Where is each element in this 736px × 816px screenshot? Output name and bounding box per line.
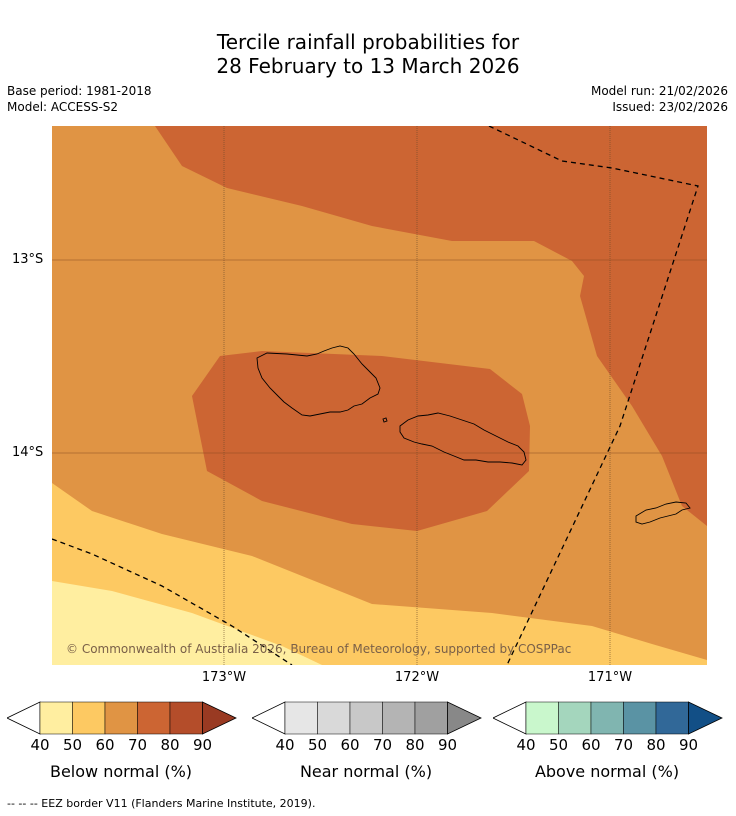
colorbar-tick: 70 — [127, 736, 148, 754]
colorbar-tick: 40 — [516, 736, 536, 754]
colorbar-tick: 90 — [192, 736, 213, 754]
colorbar-segment — [525, 701, 559, 735]
probability-map: © Commonwealth of Australia 2026, Bureau… — [52, 126, 707, 665]
lat-label-13s: 13°S — [12, 252, 44, 267]
title-line-2: 28 February to 13 March 2026 — [216, 53, 520, 78]
colorbar-segment — [558, 701, 592, 735]
title-line-1: Tercile rainfall probabilities for — [216, 30, 520, 54]
colorbar-tick: 80 — [646, 736, 666, 754]
colorbar-tick: 60 — [95, 736, 115, 754]
colorbar-tick: 80 — [405, 736, 425, 754]
eez-footer-note: -- -- -- EEZ border V11 (Flanders Marine… — [7, 797, 316, 810]
colorbar-3 — [493, 701, 723, 735]
colorbar-tick: 90 — [437, 736, 458, 754]
lat-grid — [52, 259, 707, 454]
region-70-80-central — [192, 351, 530, 531]
copyright-notice: © Commonwealth of Australia 2026, Bureau… — [66, 642, 571, 656]
colorbar-segment — [169, 701, 203, 735]
region-70-80-northeast — [155, 126, 707, 526]
colorbar-segment — [655, 701, 689, 735]
colorbar-tick: 70 — [372, 736, 393, 754]
colorbar-segment — [104, 701, 138, 735]
region-40-50-southwest — [52, 581, 322, 665]
base-period: Base period: 1981-2018 — [7, 84, 152, 98]
upolu-island — [399, 412, 527, 466]
colorbar-low-arrow — [493, 701, 527, 735]
colorbar-low-arrow — [7, 701, 41, 735]
eez-border — [52, 126, 699, 665]
colorbar-1 — [7, 701, 237, 735]
tutuila-island — [635, 501, 691, 525]
lat-label-14s: 14°S — [12, 445, 44, 460]
island-outlines — [256, 345, 691, 525]
colorbar-tick: 60 — [581, 736, 601, 754]
colorbar-segment — [284, 701, 318, 735]
colorbar-tick: 90 — [678, 736, 699, 754]
colorbar-tick: 60 — [340, 736, 360, 754]
colorbar-label: Below normal (%) — [49, 762, 193, 781]
colorbar-tick: 50 — [62, 736, 83, 754]
colorbar-high-arrow — [447, 701, 482, 735]
region-50-60-south — [52, 483, 707, 665]
model-run: Model run: 21/02/2026 — [590, 84, 728, 98]
colorbar-high-arrow — [688, 701, 723, 735]
colorbar-high-arrow — [202, 701, 237, 735]
colorbar-low-arrow — [252, 701, 286, 735]
map-title: Tercile rainfall probabilities for 28 Fe… — [0, 30, 736, 78]
colorbar-tick: 50 — [307, 736, 328, 754]
lon-label-172w: 172°W — [394, 670, 440, 685]
lon-label-173w: 173°W — [201, 670, 247, 685]
savaii-island — [256, 345, 381, 417]
colorbar-segment — [590, 701, 624, 735]
colorbar-2 — [252, 701, 482, 735]
colorbar-tick: 40 — [30, 736, 50, 754]
lon-label-171w: 171°W — [587, 670, 633, 685]
colorbar-tick: 50 — [548, 736, 569, 754]
colorbar-tick: 40 — [275, 736, 295, 754]
colorbar-label: Above normal (%) — [534, 762, 680, 781]
colorbar-segment — [72, 701, 106, 735]
meta-left: Base period: 1981-2018 Model: ACCESS-S2 — [7, 83, 152, 115]
colorbar-segment — [382, 701, 416, 735]
colorbar-segment — [349, 701, 383, 735]
model-name: Model: ACCESS-S2 — [7, 100, 119, 114]
colorbar-segment — [317, 701, 351, 735]
colorbar-tick: 80 — [160, 736, 180, 754]
colorbar-segment — [39, 701, 73, 735]
colorbar-segment — [137, 701, 171, 735]
colorbar-segment — [623, 701, 657, 735]
issued-date: Issued: 23/02/2026 — [612, 100, 728, 114]
colorbar-segment — [414, 701, 448, 735]
colorbar-tick: 70 — [613, 736, 634, 754]
small-islet — [382, 417, 388, 423]
colorbar-label: Near normal (%) — [299, 762, 433, 781]
meta-right: Model run: 21/02/2026 Issued: 23/02/2026 — [591, 83, 728, 115]
